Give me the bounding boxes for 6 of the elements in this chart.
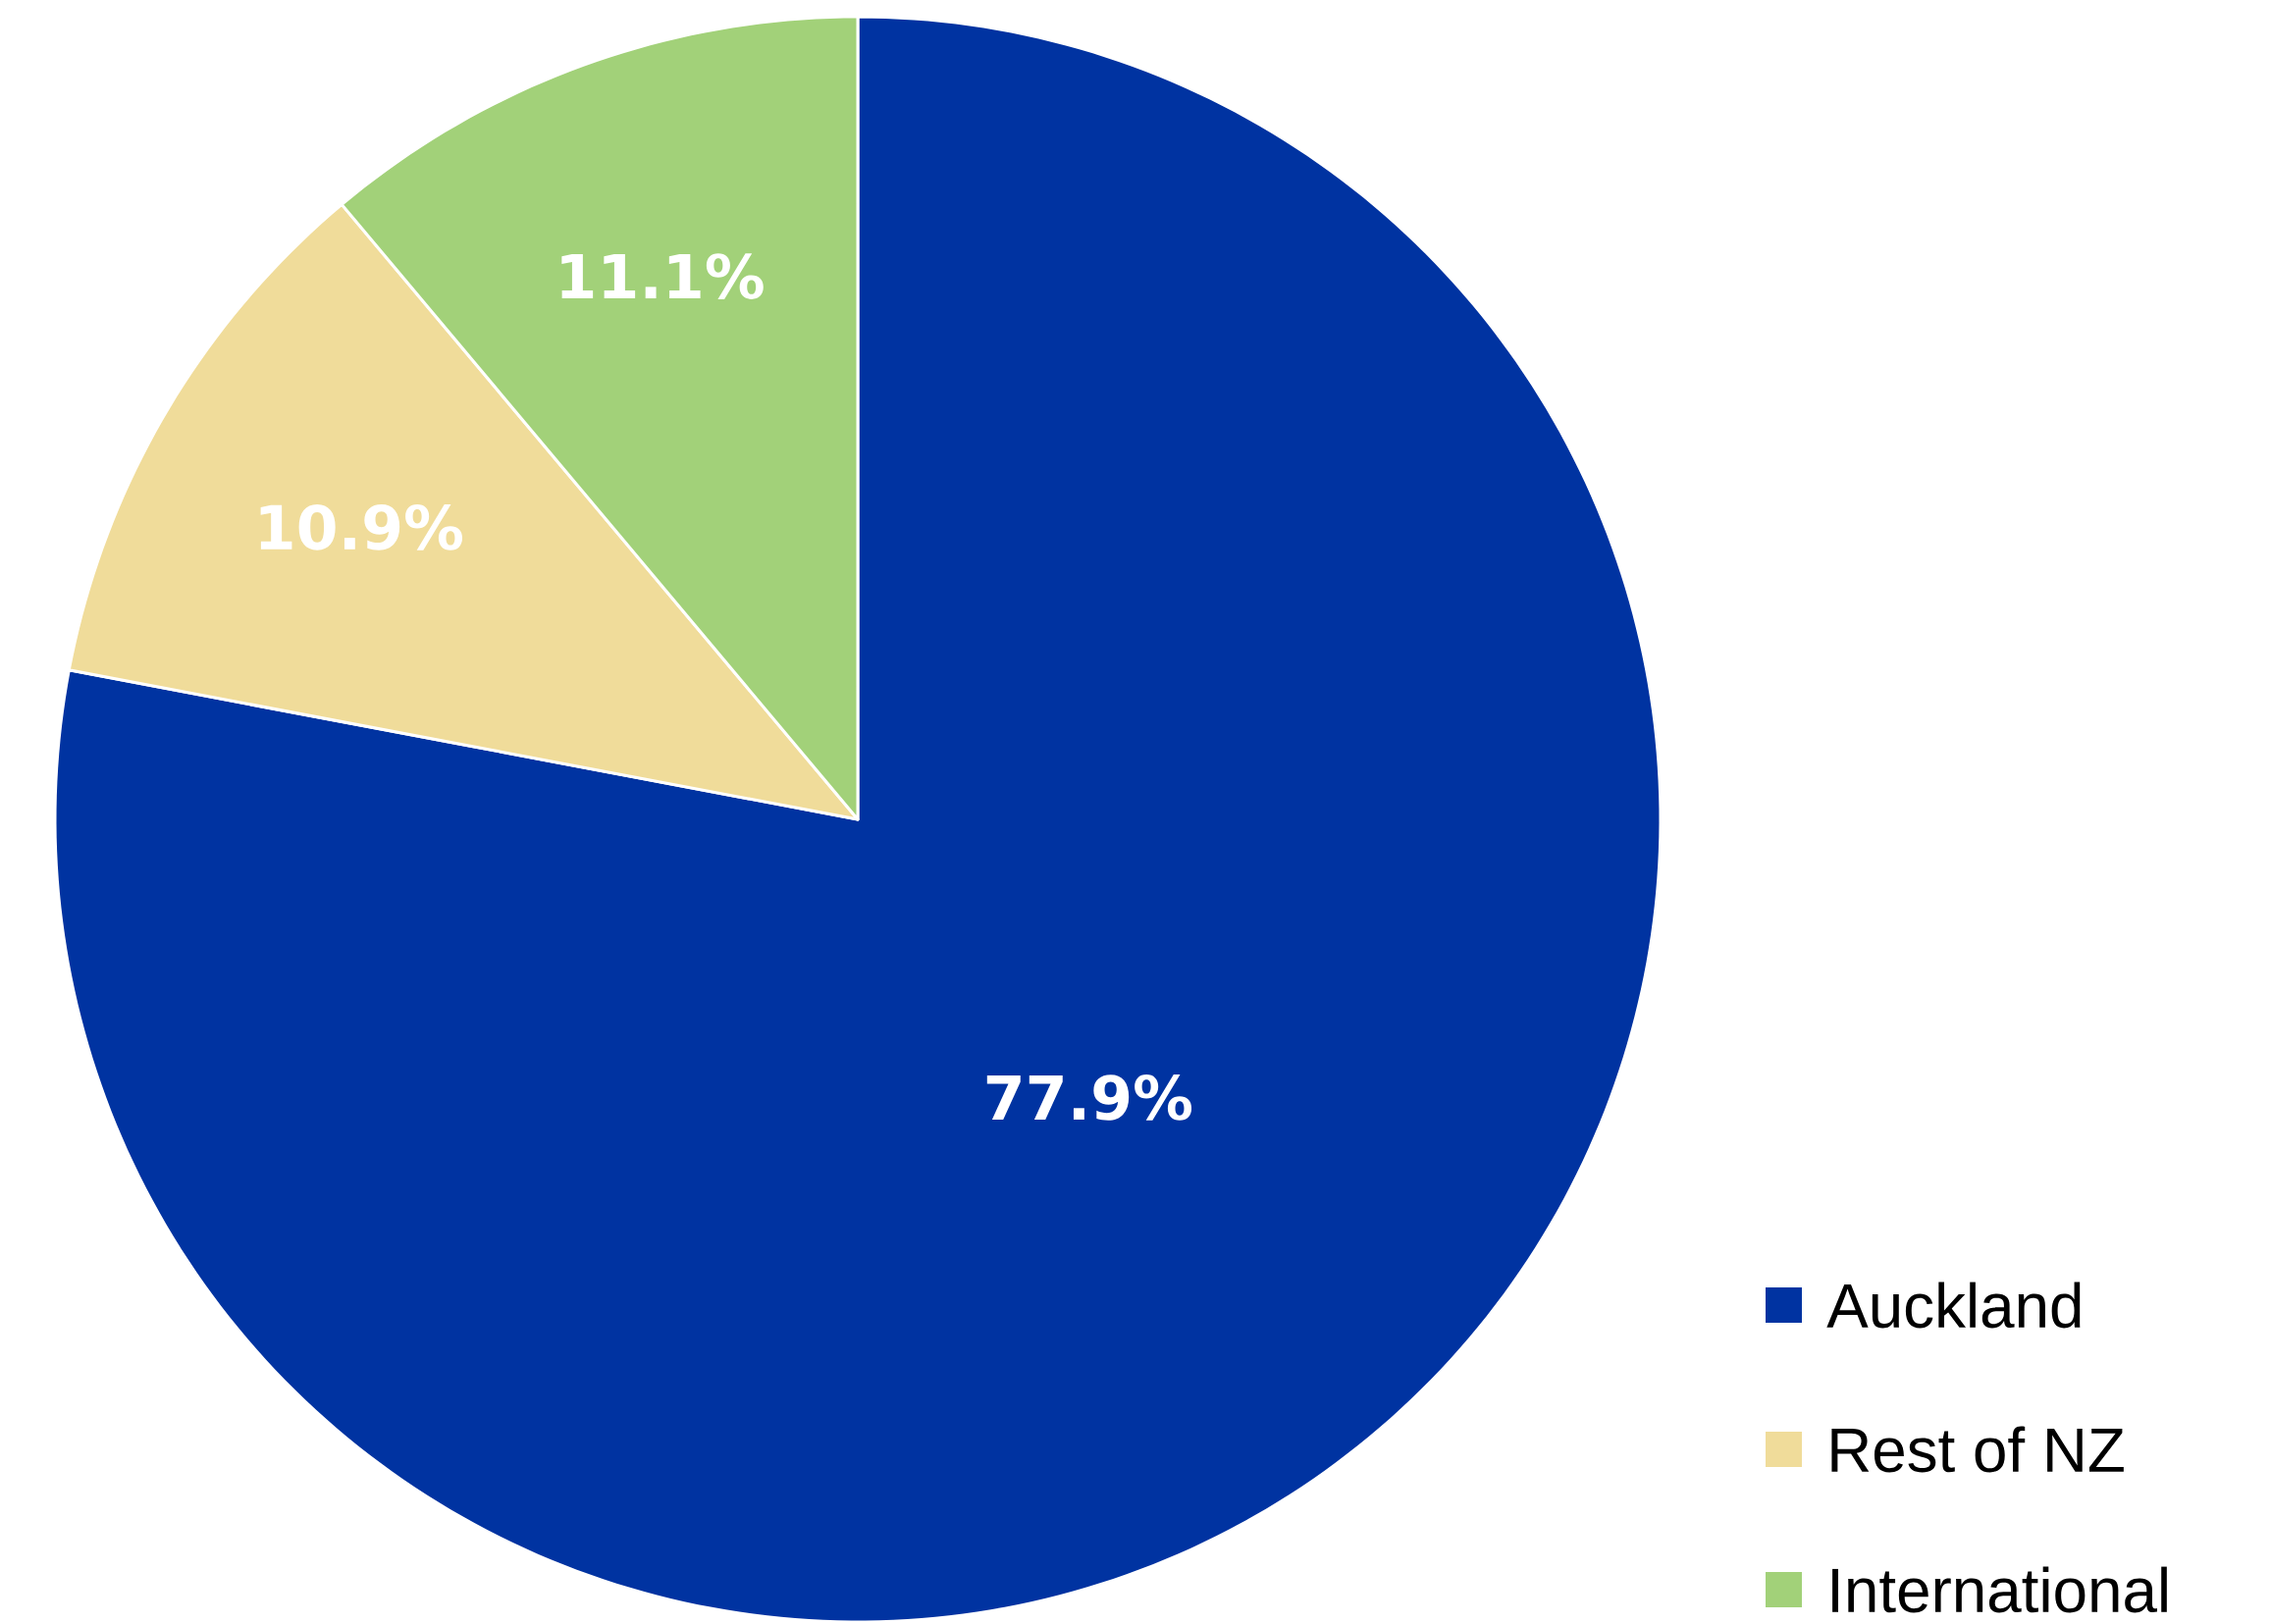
data-label: 11.1% bbox=[561, 253, 764, 299]
data-label: 10.9% bbox=[260, 503, 463, 550]
legend-label: International bbox=[1832, 1566, 2167, 1613]
legend-label: Rest of NZ bbox=[1831, 1426, 2124, 1473]
legend-label: Auckland bbox=[1826, 1282, 2081, 1329]
data-label: 77.9% bbox=[986, 1074, 1192, 1121]
